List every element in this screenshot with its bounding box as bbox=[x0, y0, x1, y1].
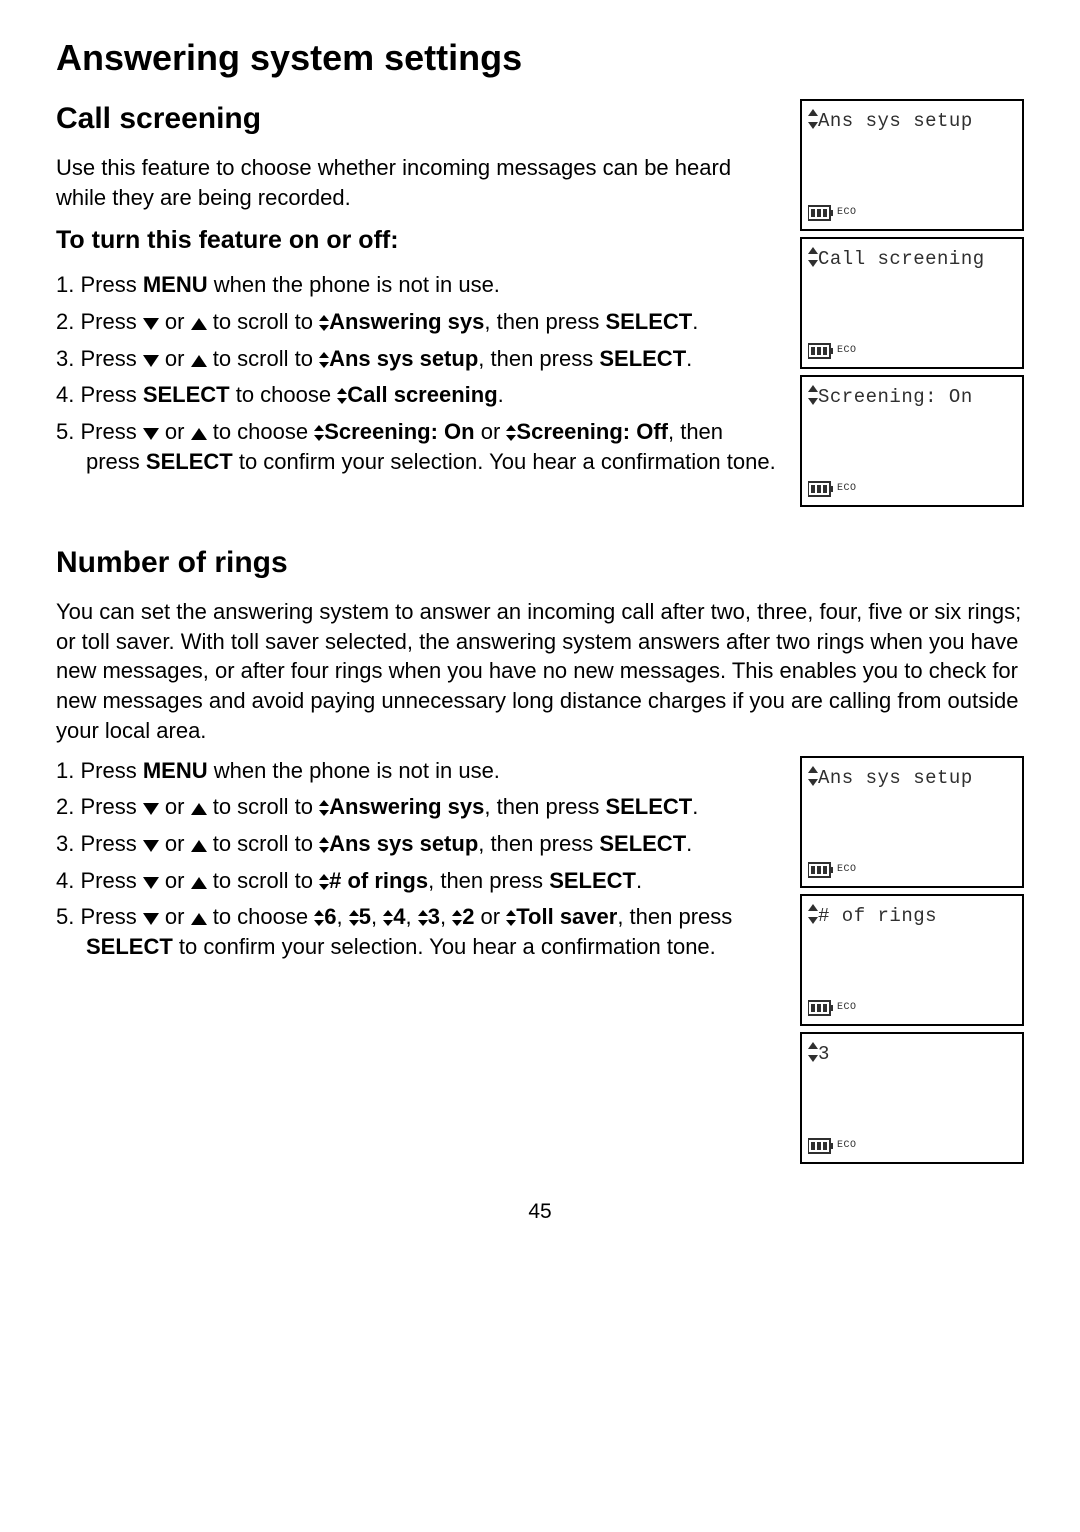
updown-icon bbox=[383, 910, 393, 926]
section2-heading: Number of rings bbox=[56, 543, 1024, 584]
down-triangle-icon bbox=[143, 318, 159, 330]
lcd-line: # of rings bbox=[808, 904, 1016, 930]
up-triangle-icon bbox=[191, 355, 207, 367]
page-number: 45 bbox=[56, 1198, 1024, 1226]
list-item: 1. Press MENU when the phone is not in u… bbox=[56, 756, 782, 786]
section1-heading: Call screening bbox=[56, 99, 782, 140]
down-triangle-icon bbox=[143, 877, 159, 889]
updown-icon bbox=[506, 425, 516, 441]
lcd-status: ECO bbox=[808, 1138, 1016, 1154]
battery-icon bbox=[808, 205, 834, 221]
lcd-line: Screening: On bbox=[808, 385, 1016, 411]
down-triangle-icon bbox=[143, 428, 159, 440]
lcd-status: ECO bbox=[808, 1000, 1016, 1016]
down-triangle-icon bbox=[143, 803, 159, 815]
updown-icon bbox=[319, 874, 329, 890]
up-triangle-icon bbox=[191, 803, 207, 815]
lcd-display: Ans sys setup ECO bbox=[800, 756, 1024, 888]
section1-subheading: To turn this feature on or off: bbox=[56, 224, 782, 258]
up-triangle-icon bbox=[191, 318, 207, 330]
list-item: 3. Press or to scroll to Ans sys setup, … bbox=[56, 344, 782, 374]
updown-icon bbox=[319, 837, 329, 853]
updown-icon bbox=[808, 904, 818, 924]
lcd-display: 3 ECO bbox=[800, 1032, 1024, 1164]
updown-icon bbox=[319, 315, 329, 331]
lcd-status: ECO bbox=[808, 205, 1016, 221]
page-title: Answering system settings bbox=[56, 34, 1024, 83]
list-item: 5. Press or to choose Screening: On or S… bbox=[56, 417, 782, 476]
updown-icon bbox=[418, 910, 428, 926]
up-triangle-icon bbox=[191, 840, 207, 852]
updown-icon bbox=[808, 385, 818, 405]
lcd-line: Ans sys setup bbox=[808, 109, 1016, 135]
lcd-display: Call screening ECO bbox=[800, 237, 1024, 369]
updown-icon bbox=[319, 800, 329, 816]
section2-steps: 1. Press MENU when the phone is not in u… bbox=[56, 756, 782, 962]
updown-icon bbox=[808, 1042, 818, 1062]
battery-icon bbox=[808, 1138, 834, 1154]
down-triangle-icon bbox=[143, 913, 159, 925]
up-triangle-icon bbox=[191, 428, 207, 440]
battery-icon bbox=[808, 862, 834, 878]
list-item: 2. Press or to scroll to Answering sys, … bbox=[56, 307, 782, 337]
updown-icon bbox=[314, 425, 324, 441]
updown-icon bbox=[808, 247, 818, 267]
down-triangle-icon bbox=[143, 355, 159, 367]
section1-intro: Use this feature to choose whether incom… bbox=[56, 153, 782, 212]
lcd-status: ECO bbox=[808, 343, 1016, 359]
list-item: 1. Press MENU when the phone is not in u… bbox=[56, 270, 782, 300]
list-item: 4. Press or to scroll to # of rings, the… bbox=[56, 866, 782, 896]
lcd-display: Ans sys setup ECO bbox=[800, 99, 1024, 231]
list-item: 5. Press or to choose 6, 5, 4, 3, 2 or T… bbox=[56, 902, 782, 961]
updown-icon bbox=[452, 910, 462, 926]
battery-icon bbox=[808, 1000, 834, 1016]
list-item: 2. Press or to scroll to Answering sys, … bbox=[56, 792, 782, 822]
section2-intro: You can set the answering system to answ… bbox=[56, 597, 1024, 745]
updown-icon bbox=[337, 388, 347, 404]
battery-icon bbox=[808, 481, 834, 497]
list-item: 3. Press or to scroll to Ans sys setup, … bbox=[56, 829, 782, 859]
lcd-line: 3 bbox=[808, 1042, 1016, 1068]
down-triangle-icon bbox=[143, 840, 159, 852]
up-triangle-icon bbox=[191, 913, 207, 925]
lcd-status: ECO bbox=[808, 862, 1016, 878]
updown-icon bbox=[808, 109, 818, 129]
battery-icon bbox=[808, 343, 834, 359]
lcd-display: Screening: On ECO bbox=[800, 375, 1024, 507]
section1-steps: 1. Press MENU when the phone is not in u… bbox=[56, 270, 782, 476]
updown-icon bbox=[506, 910, 516, 926]
lcd-display: # of rings ECO bbox=[800, 894, 1024, 1026]
updown-icon bbox=[319, 352, 329, 368]
lcd-line: Call screening bbox=[808, 247, 1016, 273]
updown-icon bbox=[314, 910, 324, 926]
up-triangle-icon bbox=[191, 877, 207, 889]
updown-icon bbox=[808, 766, 818, 786]
updown-icon bbox=[349, 910, 359, 926]
list-item: 4. Press SELECT to choose Call screening… bbox=[56, 380, 782, 410]
lcd-line: Ans sys setup bbox=[808, 766, 1016, 792]
lcd-status: ECO bbox=[808, 481, 1016, 497]
